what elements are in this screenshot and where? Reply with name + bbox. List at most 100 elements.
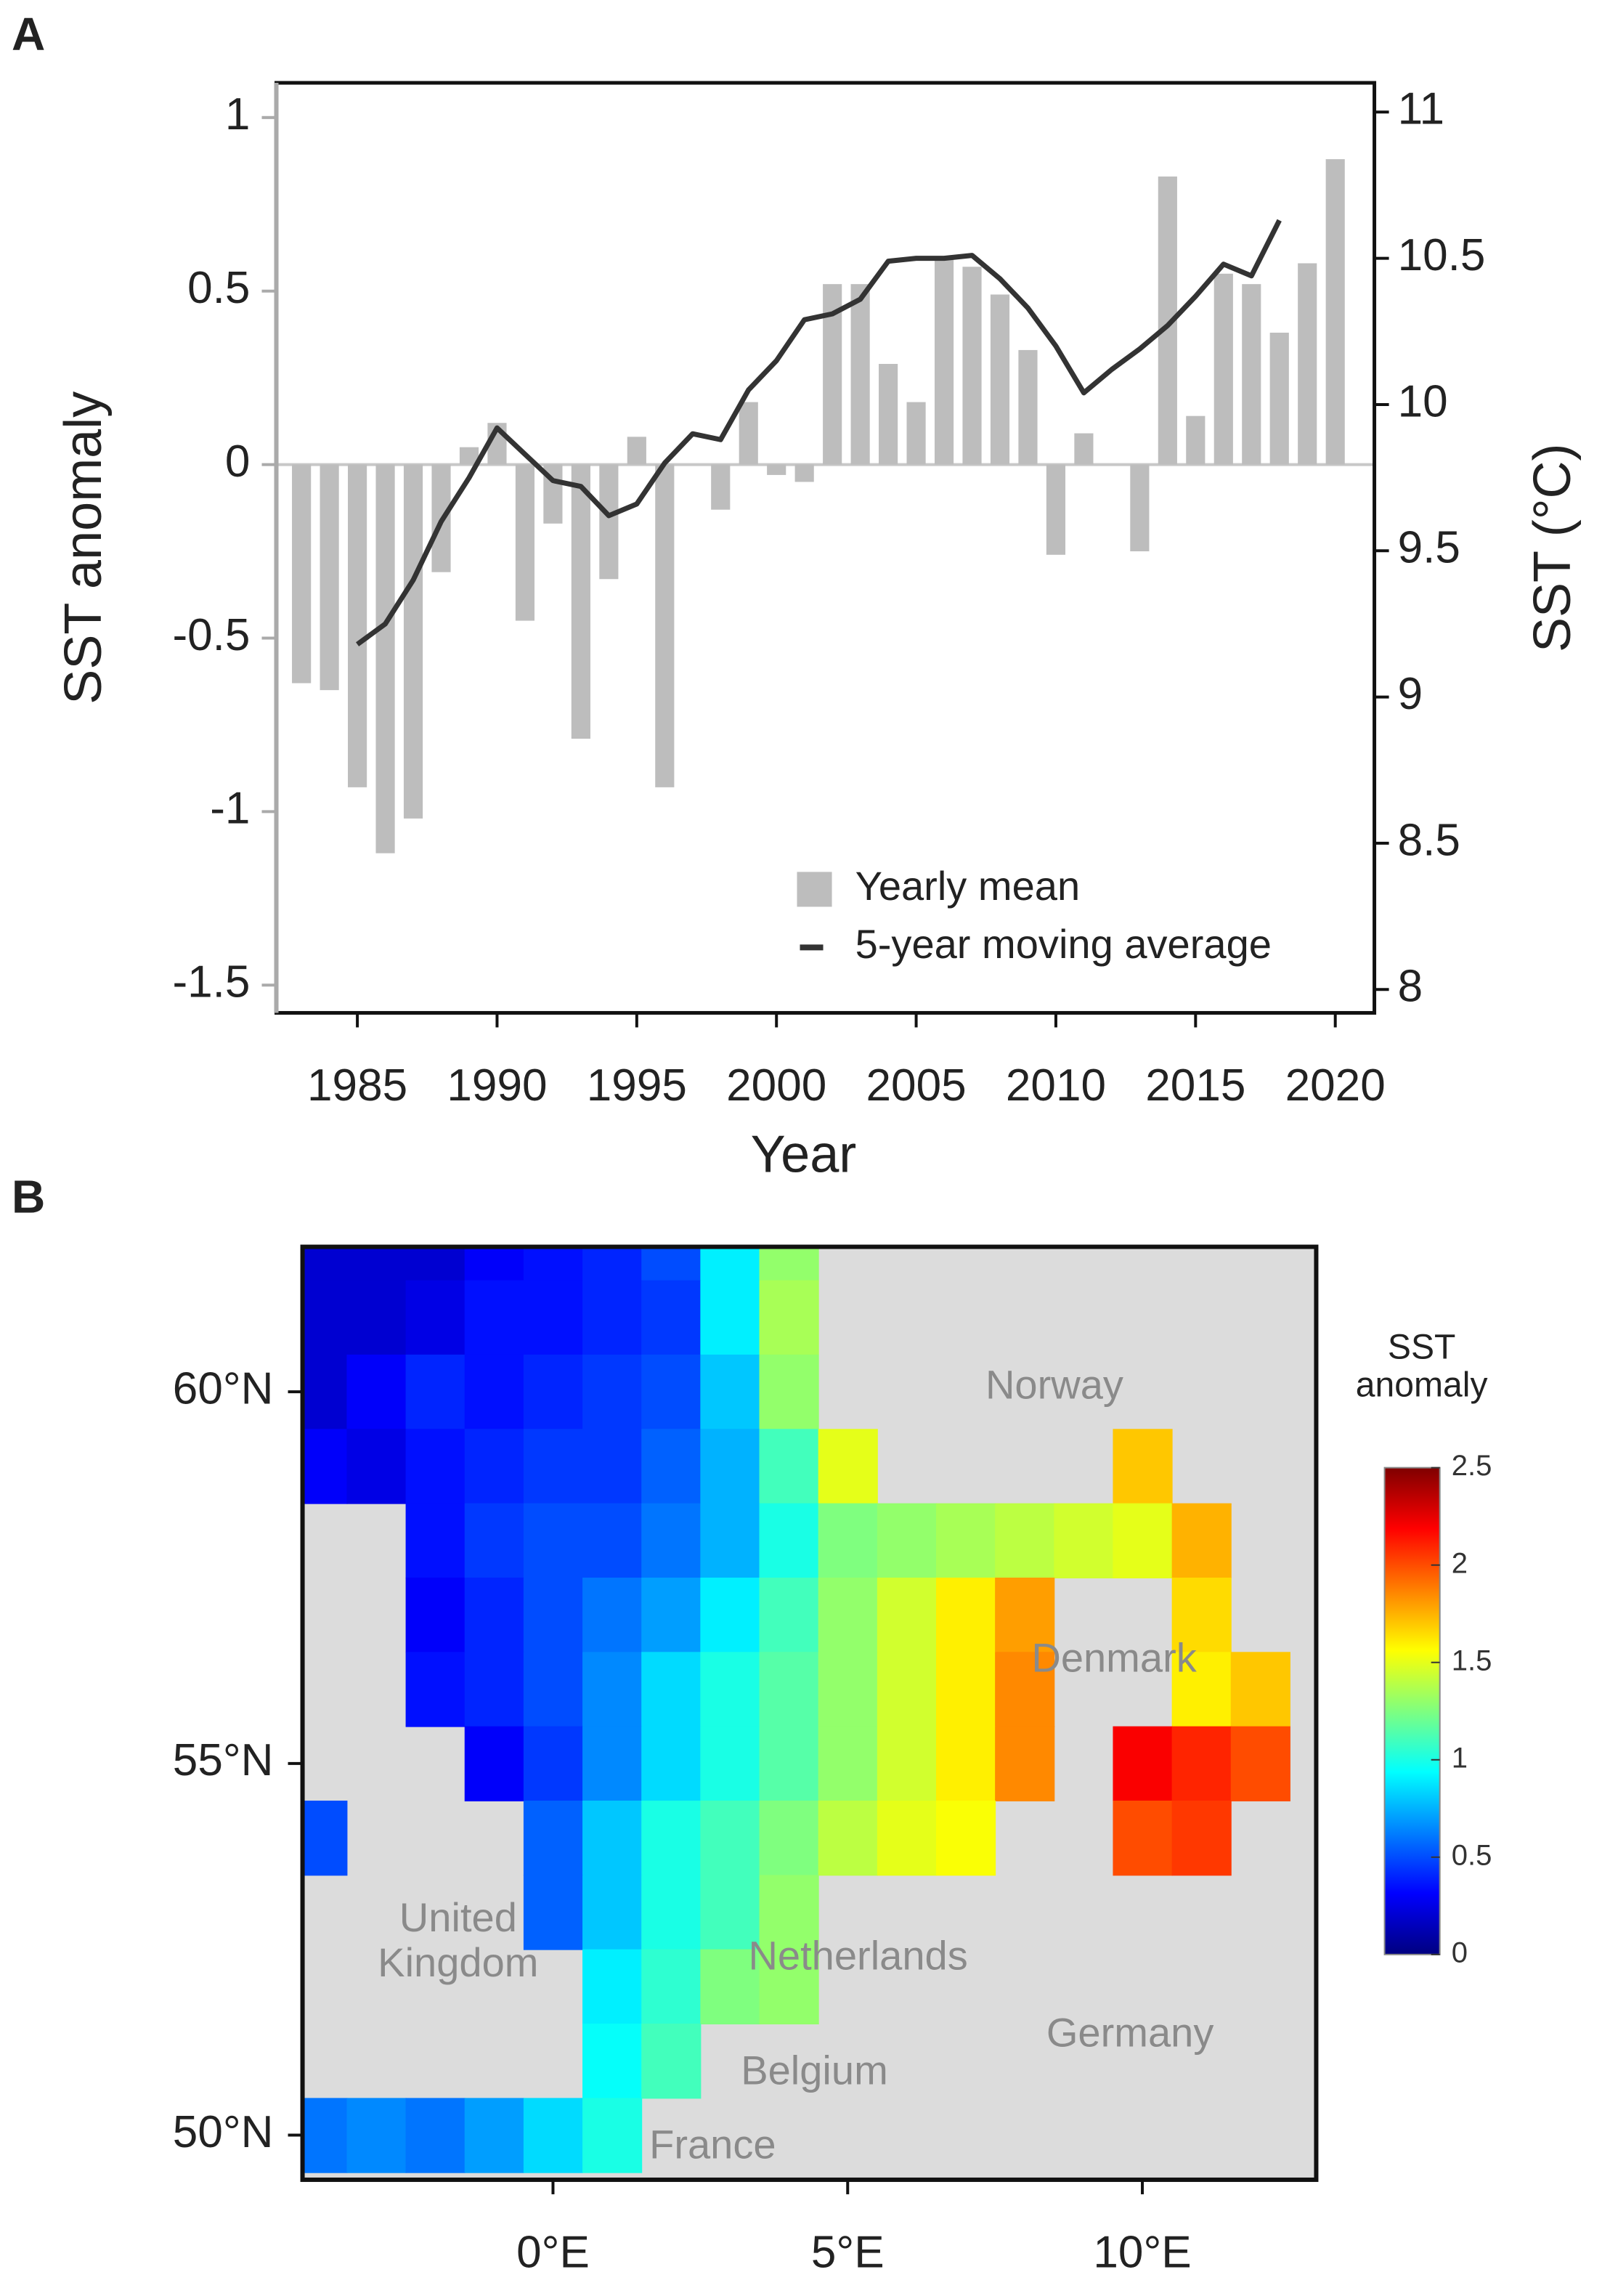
sst-cell [759, 1246, 819, 1281]
sst-cell [523, 1577, 584, 1653]
sst-cell [1171, 1652, 1232, 1727]
sst-cell [759, 1875, 819, 1950]
colorbar [1383, 1467, 1441, 1955]
sst-cell [523, 1800, 584, 1876]
sst-cell [877, 1726, 937, 1801]
sst-cell [935, 1577, 996, 1653]
sst-cell [405, 1503, 465, 1578]
moving-average-line [356, 219, 1282, 646]
sst-cell [700, 1246, 760, 1281]
bar [403, 464, 423, 819]
bar [767, 464, 786, 475]
sst-cell [582, 2024, 643, 2099]
sst-cell [641, 1503, 702, 1578]
x-tick-label: 1985 [307, 1060, 407, 1111]
bar [794, 464, 814, 482]
colorbar-tick-label: 1.5 [1452, 1644, 1492, 1676]
y2-axis-title: SST (°C) [1524, 443, 1582, 652]
x-tick-label: 2005 [866, 1060, 967, 1111]
sst-cell [641, 1726, 702, 1801]
panel-label: B [12, 1170, 45, 1222]
colorbar-tick-label: 2.5 [1452, 1450, 1492, 1482]
sst-cell [877, 1800, 937, 1876]
sst-cell [759, 1652, 819, 1727]
sst-cell [405, 1652, 465, 1727]
panel-label: A [12, 8, 45, 60]
sst-cell [759, 1726, 819, 1801]
sst-cell [523, 1246, 584, 1281]
sst-cell [523, 1429, 584, 1504]
map-frame [300, 1244, 1319, 2182]
sst-cell [523, 1652, 584, 1727]
country-label-box: United Kingdom [378, 1896, 539, 1985]
sst-cell [346, 1280, 407, 1355]
sst-cell [523, 2098, 584, 2173]
sst-cell [818, 1726, 878, 1801]
bar [375, 464, 395, 853]
sst-cell [302, 2098, 348, 2173]
sst-cell [641, 1875, 702, 1950]
bar [990, 294, 1010, 465]
sst-cell [302, 1429, 348, 1504]
sst-cell [995, 1503, 1055, 1578]
bar [906, 402, 926, 465]
sst-cell [1171, 1800, 1232, 1876]
sst-cell [346, 2098, 407, 2173]
sst-cell [582, 2098, 643, 2173]
sst-cell [759, 1354, 819, 1430]
sst-cell [582, 1280, 643, 1355]
sst-cell [523, 1875, 584, 1950]
sst-cell [935, 1503, 996, 1578]
legend-label: 5-year moving average [855, 921, 1272, 967]
sst-cell [405, 1280, 465, 1355]
y-tick-label: 55°N [173, 1735, 274, 1785]
bar [655, 464, 675, 787]
sst-cell [759, 1503, 819, 1578]
sst-cell [582, 1503, 643, 1578]
bar [1325, 159, 1345, 465]
colorbar-title: SST anomaly [1355, 1329, 1488, 1406]
colorbar-tick-label: 0 [1452, 1936, 1468, 1968]
y-tick-label: 0.5 [187, 263, 250, 313]
bar [627, 437, 646, 465]
sea-cells [302, 1246, 1290, 2173]
legend-label: Yearly mean [855, 863, 1081, 909]
bar [739, 402, 758, 465]
y-tick-label: -1.5 [172, 957, 250, 1007]
sst-cell [759, 1800, 819, 1876]
bar [962, 267, 982, 465]
sst-cell [700, 1429, 760, 1504]
sst-cell [582, 1949, 643, 2025]
sst-cell [464, 1503, 524, 1578]
sst-cell [700, 1280, 760, 1355]
sst-cell [464, 1354, 524, 1430]
sst-cell [1113, 1726, 1173, 1801]
sst-cell [1054, 1503, 1114, 1578]
sst-cell [995, 1577, 1055, 1653]
country-label: Belgium [741, 2048, 888, 2093]
y2-tick-label: 9 [1398, 669, 1423, 719]
sst-cell [1171, 1726, 1232, 1801]
sst-cell [464, 2098, 524, 2173]
x-tick-label: 1995 [587, 1060, 687, 1111]
sst-cell [582, 1652, 643, 1727]
country-label: France [649, 2122, 776, 2167]
bar [348, 464, 367, 787]
y2-tick-label: 10 [1398, 376, 1448, 426]
sst-cell [641, 1354, 702, 1430]
bar [879, 364, 898, 465]
country-label: United Kingdom [378, 1896, 539, 1985]
y2-tick-label: 9.5 [1398, 523, 1460, 573]
bar [934, 256, 954, 465]
sst-cell [464, 1577, 524, 1653]
sst-cell [818, 1503, 878, 1578]
colorbar-tick-label: 1 [1452, 1742, 1468, 1774]
y-tick-label: -1 [210, 784, 250, 834]
sst-cell [346, 1429, 407, 1504]
sst-cell [700, 1875, 760, 1950]
sst-cell [818, 1800, 878, 1876]
sst-cell [641, 1800, 702, 1876]
sst-cell [405, 1429, 465, 1504]
bar [711, 464, 731, 510]
